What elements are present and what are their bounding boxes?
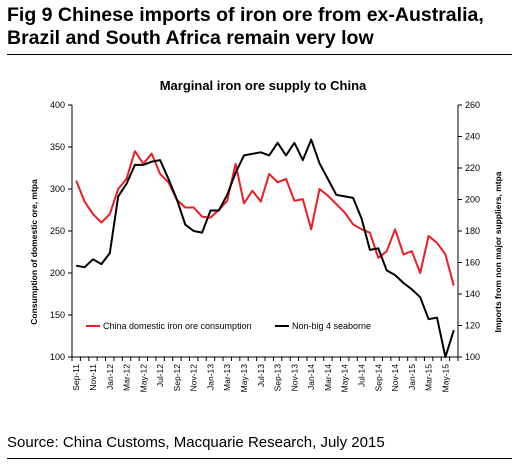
x-tick-label: Sep-13 <box>273 364 283 392</box>
x-tick-label: Jul-14 <box>357 364 367 387</box>
title-divider <box>7 54 512 55</box>
left-tick-label: 150 <box>50 310 65 320</box>
x-tick-label: Nov-11 <box>88 364 98 391</box>
x-tick-label: Jan-13 <box>205 364 215 390</box>
x-tick-label: Nov-14 <box>390 364 400 392</box>
series-line-domestic-consumption <box>75 150 455 286</box>
x-tick-label: Nov-13 <box>289 364 299 392</box>
left-tick-label: 100 <box>50 352 65 362</box>
x-tick-label: Jan-14 <box>306 364 316 390</box>
x-tick-label: May-12 <box>138 364 148 393</box>
right-tick-label: 260 <box>465 100 480 110</box>
x-tick-label: Jul-12 <box>155 364 165 387</box>
x-tick-label: May-15 <box>440 364 450 393</box>
figure-title: Fig 9 Chinese imports of iron ore from e… <box>7 4 484 49</box>
left-tick-label: 350 <box>50 142 65 152</box>
x-tick-label: Mar-12 <box>122 364 132 391</box>
x-tick-label: Mar-13 <box>222 364 232 391</box>
x-tick-label: Jan-12 <box>105 364 115 390</box>
x-tick-label: Mar-15 <box>424 364 434 391</box>
chart: Marginal iron ore supply to China Consum… <box>29 78 503 392</box>
axes: 100 150 200 250 300 350 400 100 120 140 160 180 200 2… <box>50 100 480 392</box>
right-tick-label: 240 <box>465 132 480 142</box>
right-axis-label: Imports from non major suppliers, mtpa <box>493 171 503 332</box>
bottom-divider <box>7 458 512 459</box>
right-tick-label: 160 <box>465 258 480 268</box>
left-tick-label: 300 <box>50 184 65 194</box>
legend-label-seaborne: Non-big 4 seaborne <box>292 321 371 331</box>
right-tick-label: 200 <box>465 195 480 205</box>
right-tick-label: 220 <box>465 163 480 173</box>
x-tick-label: May-13 <box>239 364 249 393</box>
left-tick-label: 200 <box>50 268 65 278</box>
left-tick-label: 400 <box>50 100 65 110</box>
source-note: Source: China Customs, Macquarie Researc… <box>7 434 385 451</box>
x-tick-label: Sep-11 <box>71 364 81 391</box>
series-lines <box>75 138 455 358</box>
x-tick-label: Mar-14 <box>323 364 333 391</box>
x-tick-label: Jan-15 <box>407 364 417 390</box>
right-tick-label: 140 <box>465 289 480 299</box>
x-tick-label: Sep-12 <box>172 364 182 392</box>
left-axis-label: Consumption of domestic ore, mtpa <box>29 179 39 325</box>
x-tick-label: Jul-13 <box>256 364 266 387</box>
x-tick-label: Nov-12 <box>189 364 199 392</box>
left-tick-label: 250 <box>50 226 65 236</box>
right-tick-label: 180 <box>465 226 480 236</box>
right-tick-label: 100 <box>465 352 480 362</box>
series-line-non-big4-seaborne <box>76 138 455 358</box>
legend-label-domestic: China domestic iron ore consumption <box>103 321 252 331</box>
x-tick-label: Sep-14 <box>373 364 383 392</box>
chart-title: Marginal iron ore supply to China <box>160 78 367 93</box>
x-tick-label: May-14 <box>340 364 350 393</box>
right-tick-label: 120 <box>465 321 480 331</box>
legend: China domestic iron ore consumption Non-b… <box>86 321 371 331</box>
